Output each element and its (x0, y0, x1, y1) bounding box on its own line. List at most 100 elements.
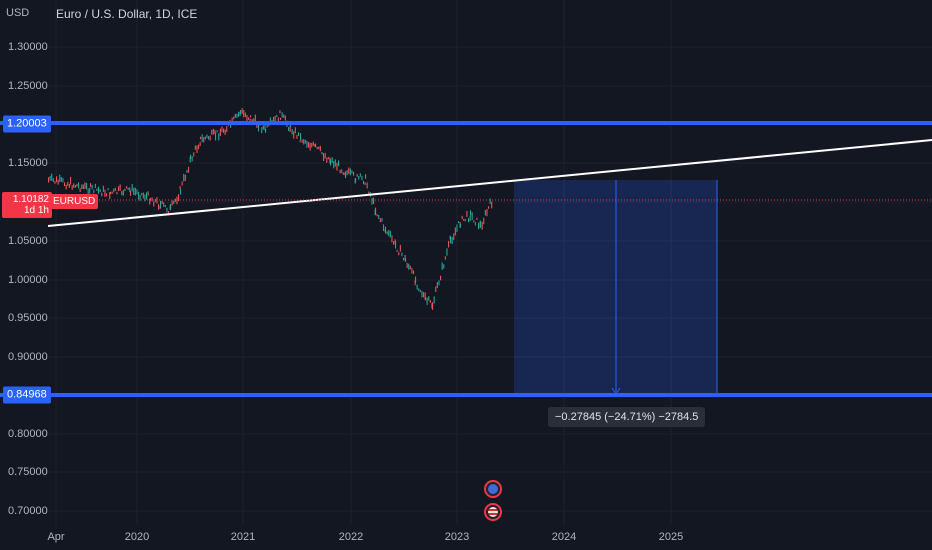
candle (266, 122, 268, 128)
candle (483, 217, 485, 225)
chart-title[interactable]: Euro / U.S. Dollar, 1D, ICE (56, 7, 198, 21)
candle (166, 207, 168, 213)
candle (349, 168, 351, 176)
candle (114, 187, 116, 191)
candle (391, 235, 393, 243)
candle (290, 123, 292, 128)
current-price-value: 1.10182 (12, 194, 49, 205)
us-flag-event-icon[interactable] (484, 503, 502, 521)
candle (168, 210, 170, 214)
trend-line[interactable] (47, 139, 932, 227)
candle (121, 191, 123, 196)
candle (345, 171, 347, 179)
candle (214, 130, 216, 134)
candle (355, 178, 357, 183)
candle (424, 292, 426, 300)
candle (300, 133, 302, 140)
candle (144, 194, 146, 202)
globe-event-icon[interactable] (484, 480, 502, 498)
time-tick: 2023 (444, 531, 470, 543)
candle (224, 129, 226, 135)
candle (118, 186, 120, 192)
candle (196, 145, 198, 153)
candle (265, 128, 267, 133)
candle (93, 189, 95, 194)
candle (293, 131, 295, 139)
candle (110, 191, 112, 195)
candle (62, 177, 64, 183)
candle (409, 265, 411, 270)
candle (181, 181, 183, 186)
candle (376, 214, 378, 217)
candle (150, 197, 152, 201)
candle (178, 194, 180, 201)
candle (104, 189, 106, 197)
candle (378, 215, 380, 219)
candle (186, 170, 188, 173)
candle (436, 282, 438, 289)
candle (421, 291, 423, 298)
candle (460, 224, 462, 228)
candle (249, 118, 251, 121)
candle (454, 227, 456, 236)
price-tick: 0.90000 (8, 351, 48, 363)
candle (304, 139, 306, 144)
candle (154, 198, 156, 202)
candle (201, 134, 203, 143)
candle (318, 146, 320, 150)
candle (432, 302, 434, 310)
candle (456, 224, 458, 232)
candle (315, 143, 317, 148)
candle (334, 159, 336, 167)
candle (193, 152, 195, 157)
candle (82, 184, 84, 190)
candle (468, 218, 470, 223)
candle (65, 184, 67, 190)
currency-label: USD (6, 7, 30, 19)
candle (294, 127, 296, 134)
candle (401, 252, 403, 257)
candle (405, 258, 407, 262)
candle (236, 114, 238, 118)
candle (226, 125, 228, 133)
candle (466, 210, 468, 217)
candle (78, 182, 80, 189)
candle (68, 183, 70, 188)
candle (365, 174, 367, 179)
price-range-label: −0.27845 (−24.71%) −2784.5 (548, 407, 706, 427)
candle (218, 133, 220, 141)
candle (327, 156, 329, 160)
candle (486, 208, 488, 217)
candle (316, 146, 318, 150)
candle (96, 188, 98, 191)
time-tick: 2022 (338, 531, 364, 543)
candle (81, 184, 83, 189)
candle (51, 173, 53, 181)
candle (153, 201, 155, 207)
candle (309, 142, 311, 151)
candle (194, 145, 196, 150)
candle (330, 159, 332, 166)
candle (296, 134, 298, 139)
grid (48, 0, 932, 525)
candle (183, 173, 185, 182)
candle (346, 170, 348, 176)
candle (446, 248, 448, 256)
candle (359, 173, 361, 177)
candle (444, 256, 446, 260)
candle (342, 172, 344, 175)
candle (429, 300, 431, 303)
candle (219, 128, 221, 137)
candle (151, 197, 153, 202)
candle (241, 108, 243, 114)
candle (129, 187, 131, 192)
candle (139, 194, 141, 201)
candle (363, 180, 365, 185)
candle (48, 177, 50, 183)
candle (408, 263, 410, 270)
candle (262, 125, 264, 130)
candle (67, 181, 69, 186)
price-tick: 1.25000 (8, 80, 48, 92)
candle (274, 116, 276, 123)
